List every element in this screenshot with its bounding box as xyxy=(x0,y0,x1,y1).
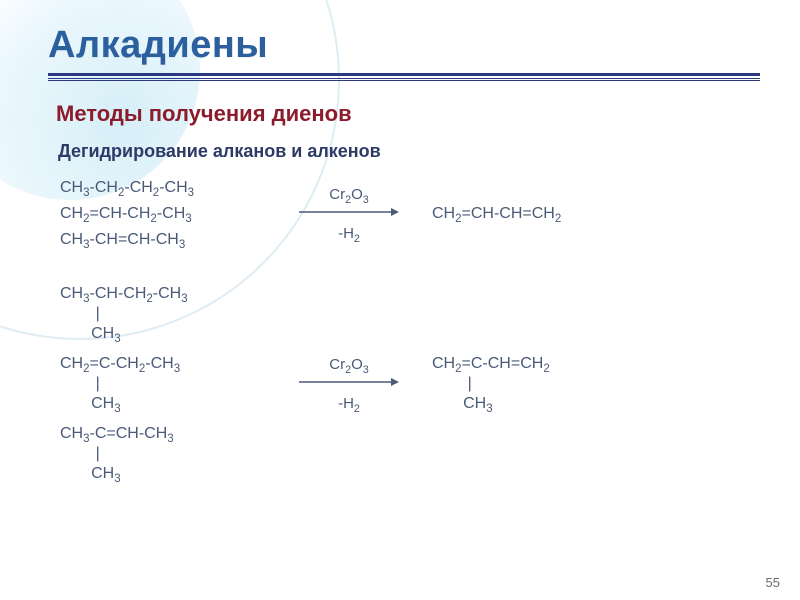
page-number: 55 xyxy=(766,575,780,590)
byproduct-label: -H2 xyxy=(338,395,360,412)
section-heading: Дегидрирование алканов и алкенов xyxy=(58,141,760,162)
slide-content: Алкадиены Методы получения диенов Дегидр… xyxy=(0,0,800,538)
arrow-icon xyxy=(299,375,399,389)
chem-formula: CH3-CH2-CH2-CH3 xyxy=(60,178,280,198)
reaction-2-reactants: CH3-CH-CH2-CH3 | CH3 CH2=C-CH2-CH3 | CH3… xyxy=(60,284,280,484)
reaction-1-arrow: Cr2O3 -H2 xyxy=(294,186,404,242)
reaction-2-arrow: Cr2O3 -H2 xyxy=(294,356,404,412)
chem-formula: CH2=CH-CH=CH2 xyxy=(432,204,561,224)
chem-formula: CH3-CH=CH-CH3 xyxy=(60,230,280,250)
chem-formula: CH2=C-CH=CH2 | CH3 xyxy=(432,354,550,414)
reaction-1-product: CH2=CH-CH=CH2 xyxy=(432,204,561,224)
arrow-icon xyxy=(299,205,399,219)
chem-formula: CH2=C-CH2-CH3 | CH3 xyxy=(60,354,280,414)
reaction-2-product: CH2=C-CH=CH2 | CH3 xyxy=(432,354,550,414)
reaction-1: CH3-CH2-CH2-CH3 CH2=CH-CH2-CH3 CH3-CH=CH… xyxy=(60,178,760,250)
reaction-2: CH3-CH-CH2-CH3 | CH3 CH2=C-CH2-CH3 | CH3… xyxy=(60,284,760,484)
title-rule xyxy=(48,73,760,79)
reaction-1-reactants: CH3-CH2-CH2-CH3 CH2=CH-CH2-CH3 CH3-CH=CH… xyxy=(60,178,280,250)
chem-formula: CH3-CH-CH2-CH3 | CH3 xyxy=(60,284,280,344)
byproduct-label: -H2 xyxy=(338,225,360,242)
chem-formula: CH2=CH-CH2-CH3 xyxy=(60,204,280,224)
slide-title: Алкадиены xyxy=(48,24,760,67)
catalyst-label: Cr2O3 xyxy=(329,356,369,373)
catalyst-label: Cr2O3 xyxy=(329,186,369,203)
chem-formula: CH3-C=CH-CH3 | CH3 xyxy=(60,424,280,484)
slide-subtitle: Методы получения диенов xyxy=(56,101,760,127)
